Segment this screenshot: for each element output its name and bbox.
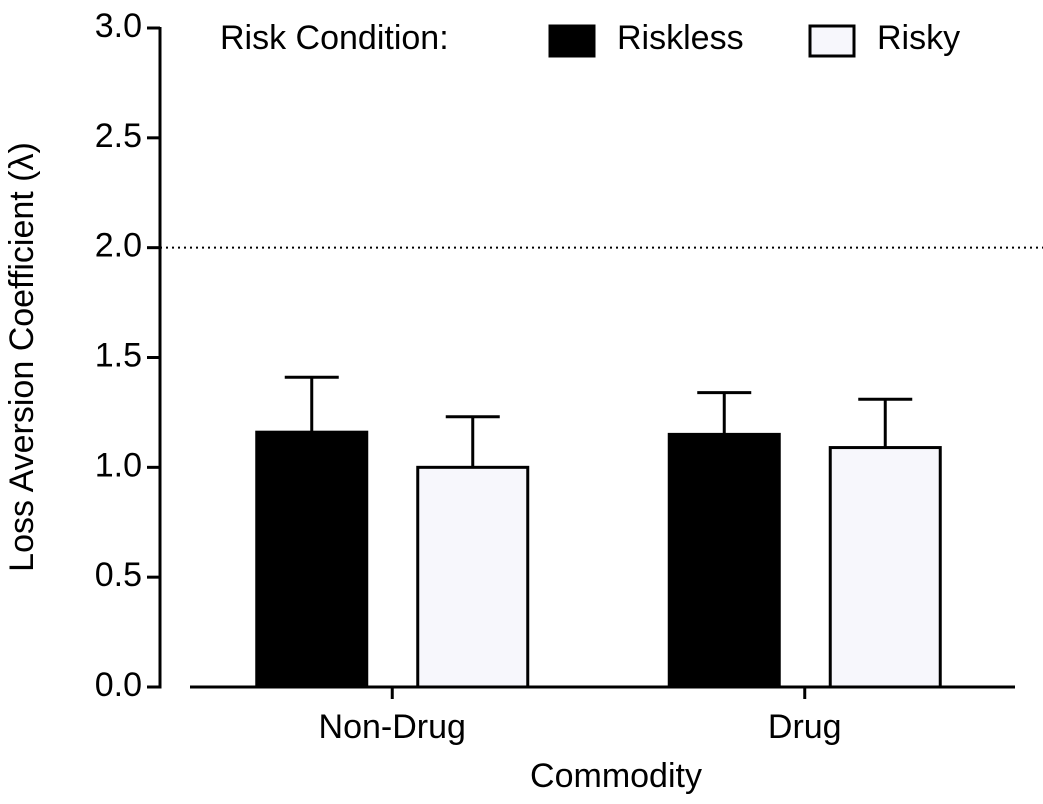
x-axis-label: Commodity xyxy=(530,757,702,795)
y-tick-label: 1.5 xyxy=(95,336,142,374)
bar xyxy=(255,430,369,689)
y-tick-label: 0.0 xyxy=(95,666,142,704)
y-tick-label: 2.5 xyxy=(95,117,142,155)
x-tick-label: Non-Drug xyxy=(319,708,466,746)
legend-swatch xyxy=(548,24,596,58)
y-axis-label: Loss Aversion Coefficient (λ) xyxy=(3,142,41,572)
y-tick-label: 2.0 xyxy=(95,227,142,265)
legend-swatch xyxy=(808,24,856,58)
y-tick-label: 1.0 xyxy=(95,446,142,484)
y-tick-label: 0.5 xyxy=(95,556,142,594)
bar xyxy=(828,446,942,689)
legend-title: Risk Condition: xyxy=(220,19,449,57)
bar xyxy=(416,465,530,689)
bar xyxy=(667,432,781,689)
x-tick-label: Drug xyxy=(768,708,842,746)
y-tick-label: 3.0 xyxy=(95,7,142,45)
legend-label: Risky xyxy=(877,19,960,57)
legend-label: Riskless xyxy=(617,19,744,57)
